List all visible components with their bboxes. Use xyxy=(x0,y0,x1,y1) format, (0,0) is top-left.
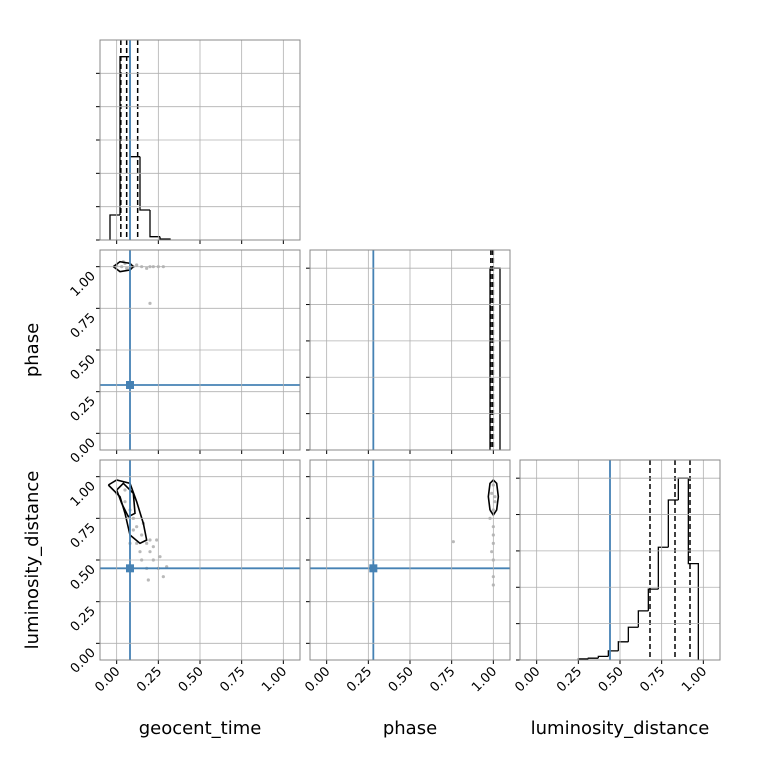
sample-point xyxy=(145,541,149,545)
y-tick-label: 0.00 xyxy=(68,646,99,677)
x-tick-label: 1.00 xyxy=(679,664,710,695)
histogram-bin xyxy=(597,655,609,659)
histogram-bin xyxy=(657,546,669,590)
x-tick-label: 0.25 xyxy=(344,664,375,695)
x-tick-label: 0.75 xyxy=(217,664,248,695)
sample-point xyxy=(493,500,497,504)
y-tick-label: 0.00 xyxy=(68,436,99,467)
sample-point xyxy=(145,266,149,270)
panel-frame xyxy=(519,459,721,661)
sample-point xyxy=(493,495,497,499)
sample-point xyxy=(158,555,162,559)
sample-point xyxy=(135,525,139,529)
sample-point xyxy=(161,575,165,579)
sample-point xyxy=(135,541,139,545)
y-axis-label: phase xyxy=(22,323,43,377)
x-tick-label: 1.00 xyxy=(259,664,290,695)
x-tick-label: 0.75 xyxy=(427,664,458,695)
truth-marker xyxy=(369,564,378,573)
y-tick-label: 0.75 xyxy=(68,311,99,342)
histogram-bin xyxy=(637,610,649,628)
histogram-bin xyxy=(677,477,689,500)
histogram-bin xyxy=(627,626,639,642)
contour xyxy=(115,482,136,518)
y-tick-label: 0.25 xyxy=(68,604,99,635)
histogram-bin xyxy=(617,641,629,651)
y-tick-label: 0.50 xyxy=(68,562,99,593)
histogram-bin xyxy=(109,214,120,240)
y-tick-label: 0.75 xyxy=(68,521,99,552)
histogram-bin xyxy=(607,650,619,657)
truth-marker xyxy=(126,381,134,389)
x-tick-label: 0.50 xyxy=(176,664,207,695)
y-tick-label: 0.50 xyxy=(68,352,99,383)
panel: 0.00 0.25 0.50 0.75 1.00 phase xyxy=(22,249,301,467)
sample-point xyxy=(135,263,139,267)
sample-point xyxy=(148,550,152,554)
histogram-bin xyxy=(667,499,679,548)
y-tick-label: 0.25 xyxy=(68,394,99,425)
sample-point xyxy=(131,528,135,532)
sample-point xyxy=(490,491,494,495)
x-tick-label: 0.25 xyxy=(554,664,585,695)
sample-point xyxy=(123,500,127,504)
x-axis-label: geocent_time xyxy=(139,718,262,739)
x-tick-label: 1.00 xyxy=(469,664,500,695)
plot-area xyxy=(372,250,501,450)
histogram-bin xyxy=(139,156,150,211)
x-axis-label: phase xyxy=(383,718,437,739)
sample-point xyxy=(138,550,142,554)
truth-marker xyxy=(126,564,134,573)
x-tick-label: 0.75 xyxy=(637,664,668,695)
histogram-bin xyxy=(687,478,699,660)
sample-point xyxy=(140,533,144,537)
contour xyxy=(487,478,500,517)
x-tick-label: 0.50 xyxy=(386,664,417,695)
panel: 0.00 0.25 0.50 0.75 1.00 0.00 0.25 0.50 0.75 1.00… xyxy=(22,459,301,739)
sample-point xyxy=(451,540,455,544)
sample-point xyxy=(125,266,129,270)
panel-frame xyxy=(99,249,301,451)
sample-point xyxy=(148,538,152,542)
sample-point xyxy=(155,538,159,542)
panel: 0.00 0.25 0.50 0.75 1.00 phase xyxy=(302,459,511,739)
panel-frame xyxy=(309,249,511,451)
panel: 0.00 0.25 0.50 0.75 1.00 luminosity_distance xyxy=(512,459,721,739)
y-tick-label: 1.00 xyxy=(68,269,99,300)
x-tick-label: 0.00 xyxy=(302,664,333,695)
y-tick-label: 1.00 xyxy=(68,479,99,510)
x-tick-label: 0.50 xyxy=(596,664,627,695)
y-axis-label: luminosity_distance xyxy=(22,471,43,650)
sample-point xyxy=(146,578,150,582)
sample-point xyxy=(151,545,155,549)
sample-point xyxy=(490,550,494,554)
panel-frame xyxy=(309,459,511,661)
x-tick-label: 0.00 xyxy=(512,664,543,695)
sample-point xyxy=(123,488,127,492)
x-tick-label: 0.25 xyxy=(134,664,165,695)
histogram-bin xyxy=(149,210,160,238)
panel xyxy=(96,39,301,244)
panel-frame xyxy=(99,39,301,241)
x-axis-label: luminosity_distance xyxy=(531,718,710,739)
sample-point xyxy=(148,301,152,305)
panel-frame xyxy=(99,459,301,661)
plot-area xyxy=(577,460,699,660)
panel xyxy=(306,249,511,454)
histogram-bin xyxy=(647,588,659,611)
histogram-bin xyxy=(587,657,599,659)
x-tick-label: 0.00 xyxy=(92,664,123,695)
